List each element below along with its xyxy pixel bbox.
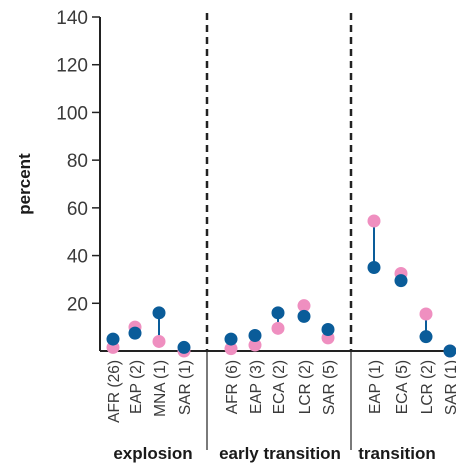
category-label: EAP (2) xyxy=(128,360,145,414)
group-label: transition xyxy=(358,444,435,463)
category-label: EAP (3) xyxy=(248,360,265,414)
point-series-b xyxy=(272,322,285,335)
point-series-a xyxy=(129,327,142,340)
category-label: AFR (26) xyxy=(106,360,123,423)
point-series-a xyxy=(298,310,311,323)
y-axis: 20 40 60 80 100 120 140 xyxy=(56,8,456,351)
group-label: early transition xyxy=(219,444,341,463)
y-tick-label: 40 xyxy=(67,247,88,268)
point-series-b xyxy=(420,308,433,321)
y-tick-label: 60 xyxy=(67,199,88,220)
category-label: AFR (6) xyxy=(224,360,241,414)
point-series-a xyxy=(153,306,166,319)
point-series-a xyxy=(107,333,120,346)
point-series-a xyxy=(395,274,408,287)
y-tick-label: 140 xyxy=(56,8,88,29)
point-series-a xyxy=(272,306,285,319)
group-label: explosion xyxy=(113,444,192,463)
point-series-a xyxy=(249,329,262,342)
y-tick-label: 100 xyxy=(56,103,88,124)
point-series-a xyxy=(322,323,335,336)
point-series-b xyxy=(153,335,166,348)
point-series-b xyxy=(368,214,381,227)
category-label: SAR (5) xyxy=(321,360,338,415)
category-label: ECA (2) xyxy=(271,360,288,414)
x-axis-labels: AFR (26) EAP (2) MNA (1) SAR (1) explosion AF… xyxy=(106,360,456,463)
point-series-a xyxy=(225,333,238,346)
point-series-a xyxy=(368,261,381,274)
point-series-a xyxy=(444,345,456,358)
y-axis-title: percent xyxy=(15,153,34,215)
point-series-a xyxy=(420,330,433,343)
category-label: SAR (1) xyxy=(443,360,456,415)
y-tick-label: 80 xyxy=(67,151,88,172)
category-label: LCR (2) xyxy=(297,360,314,414)
point-series-a xyxy=(178,341,191,354)
data-marks xyxy=(107,214,456,357)
category-label: LCR (2) xyxy=(419,360,436,414)
category-label: MNA (1) xyxy=(152,360,169,417)
category-label: EAP (1) xyxy=(367,360,384,414)
y-tick-label: 20 xyxy=(67,294,88,315)
y-tick-label: 120 xyxy=(56,56,88,77)
category-label: SAR (1) xyxy=(177,360,194,415)
category-label: ECA (5) xyxy=(394,360,411,414)
